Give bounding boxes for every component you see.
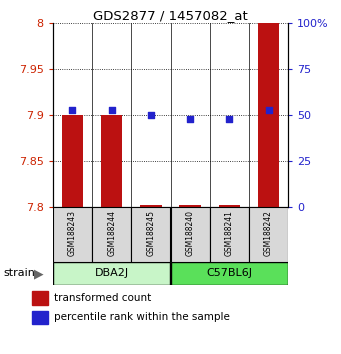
Bar xyxy=(140,205,162,207)
Text: GSM188240: GSM188240 xyxy=(186,210,195,256)
Bar xyxy=(170,207,210,262)
Point xyxy=(266,107,271,112)
Text: GSM188243: GSM188243 xyxy=(68,210,77,256)
Bar xyxy=(258,23,279,207)
Text: strain: strain xyxy=(3,268,35,279)
Bar xyxy=(179,205,201,207)
Bar xyxy=(101,115,122,207)
Text: C57BL6J: C57BL6J xyxy=(206,268,252,279)
Text: percentile rank within the sample: percentile rank within the sample xyxy=(54,312,230,322)
Text: GSM188245: GSM188245 xyxy=(146,210,155,256)
Bar xyxy=(32,291,48,305)
Bar xyxy=(131,207,170,262)
Bar xyxy=(210,207,249,262)
Point xyxy=(70,107,75,112)
Bar xyxy=(170,262,288,285)
Bar xyxy=(32,311,48,324)
Bar xyxy=(219,205,240,207)
Point xyxy=(187,116,193,121)
Point xyxy=(109,107,114,112)
Text: transformed count: transformed count xyxy=(54,293,151,303)
Bar xyxy=(249,207,288,262)
Text: DBA2J: DBA2J xyxy=(94,268,129,279)
Point xyxy=(226,116,232,121)
Text: GSM188241: GSM188241 xyxy=(225,211,234,256)
Text: GSM188242: GSM188242 xyxy=(264,211,273,256)
Bar xyxy=(62,115,83,207)
Text: GDS2877 / 1457082_at: GDS2877 / 1457082_at xyxy=(93,9,248,22)
Bar xyxy=(92,207,131,262)
Text: ▶: ▶ xyxy=(34,267,44,280)
Point xyxy=(148,112,153,118)
Bar xyxy=(53,262,170,285)
Bar xyxy=(53,207,92,262)
Text: GSM188244: GSM188244 xyxy=(107,210,116,256)
